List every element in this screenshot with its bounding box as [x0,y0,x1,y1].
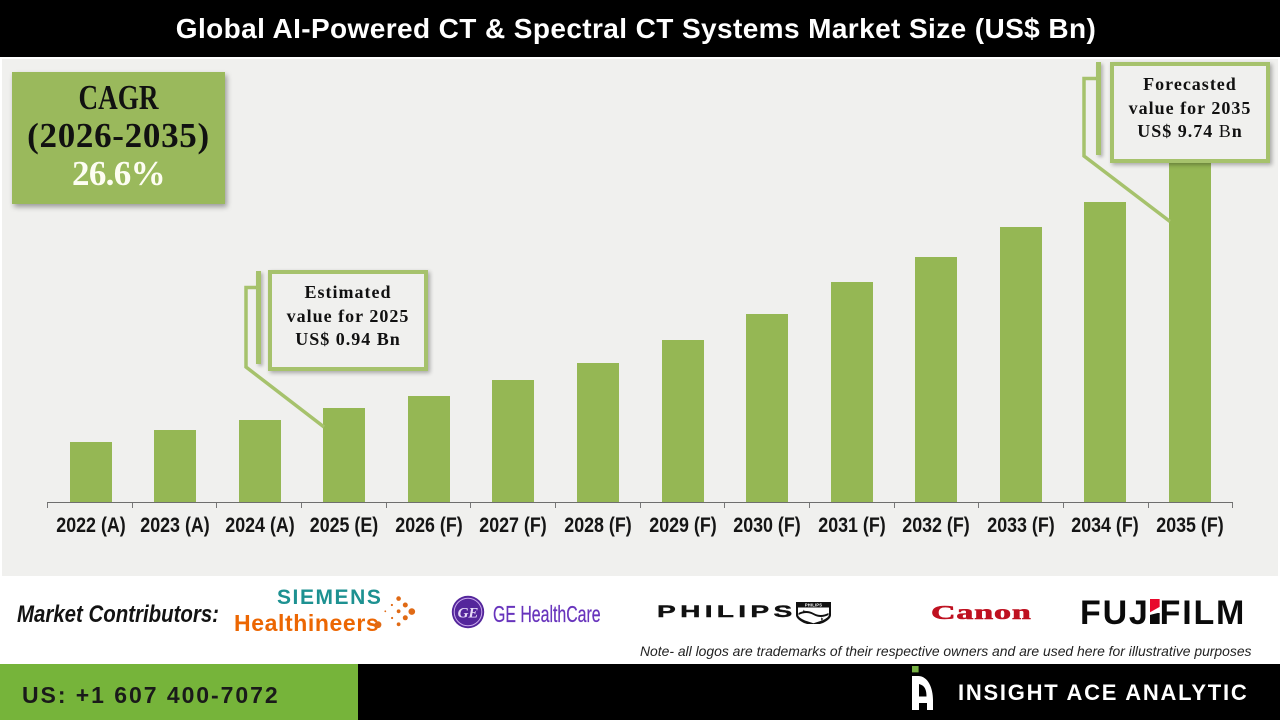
svg-text:PHILIPS: PHILIPS [805,602,822,607]
svg-text:GE: GE [458,606,479,622]
